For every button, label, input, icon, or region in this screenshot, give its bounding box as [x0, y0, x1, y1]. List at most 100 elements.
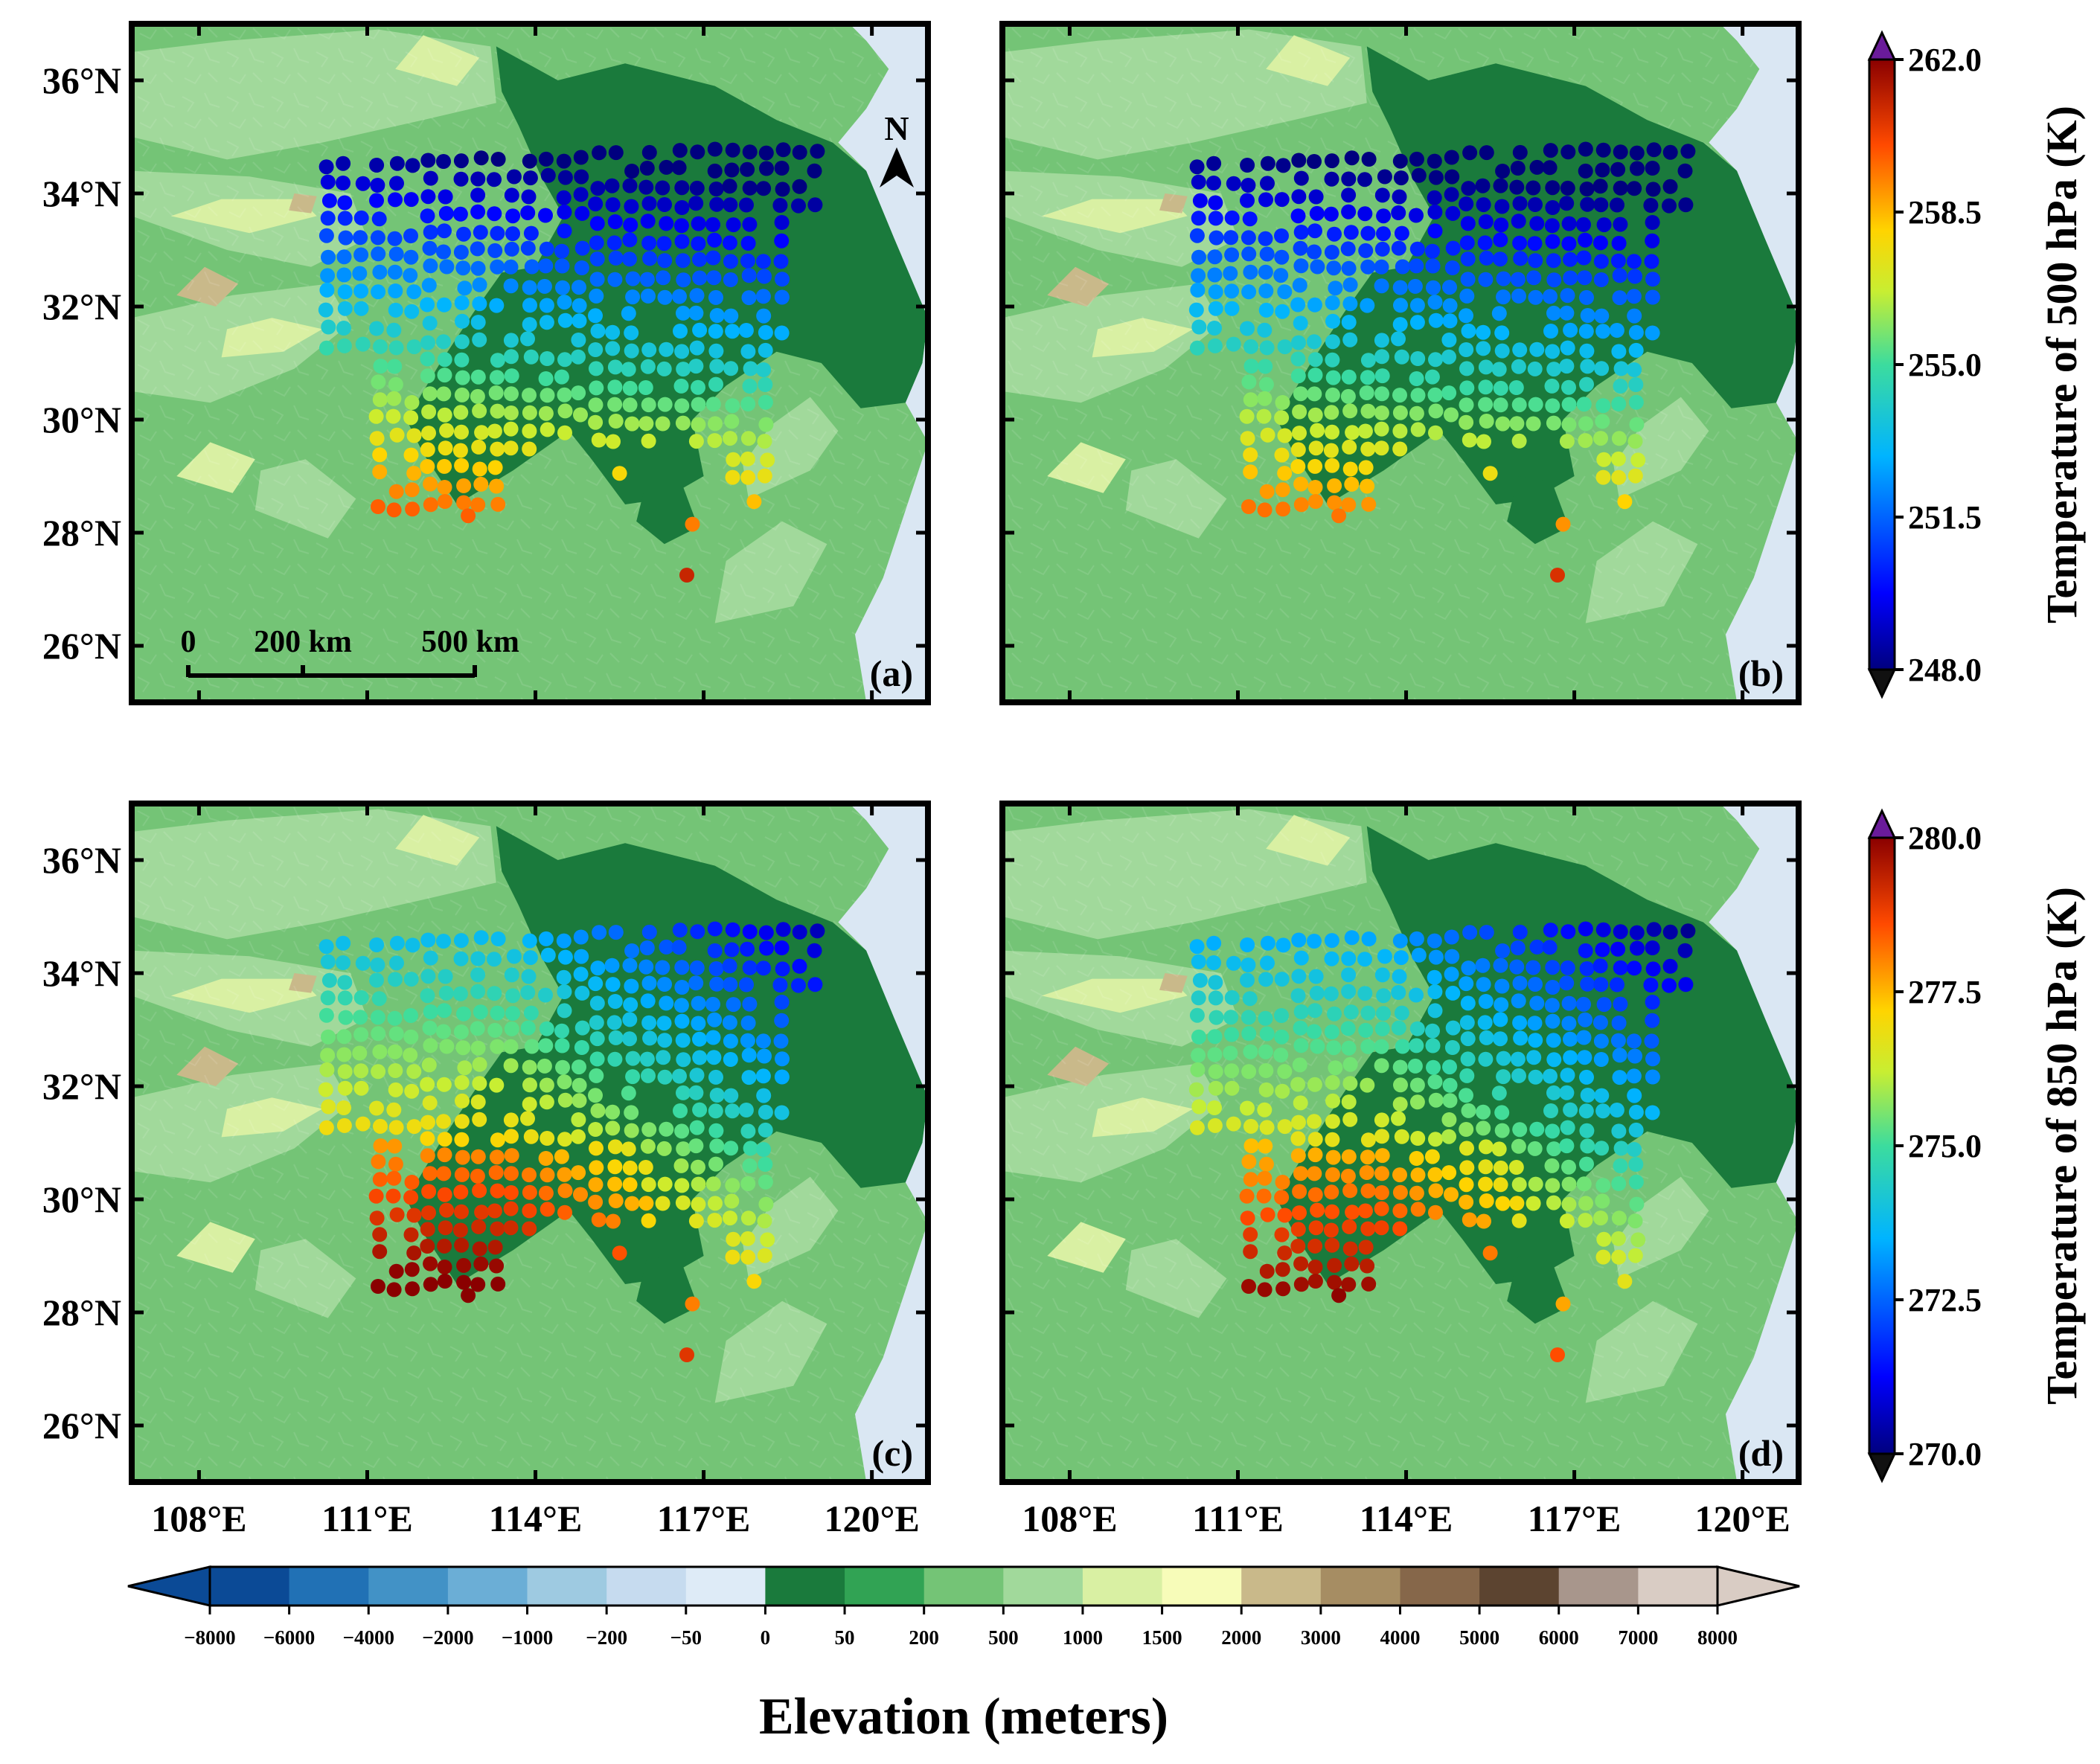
station-point — [1240, 937, 1255, 952]
station-point — [756, 181, 772, 196]
station-point — [1427, 205, 1443, 219]
station-point — [621, 362, 636, 377]
station-point — [422, 240, 438, 256]
station-point — [723, 1033, 738, 1049]
station-point — [387, 1010, 403, 1026]
station-point — [1677, 943, 1693, 958]
station-point — [1512, 196, 1528, 211]
station-point — [1308, 189, 1324, 205]
station-point — [423, 1004, 438, 1019]
station-point — [471, 1219, 487, 1234]
station-point — [1595, 1193, 1610, 1209]
station-point — [557, 312, 573, 328]
station-point — [1374, 333, 1389, 348]
station-markers — [318, 921, 825, 1362]
station-point — [1628, 1174, 1644, 1190]
station-point — [352, 1045, 368, 1061]
station-point — [607, 1051, 623, 1067]
elevation-tick-label: 4000 — [1380, 1626, 1420, 1649]
station-point — [436, 1077, 452, 1092]
station-point — [1409, 258, 1424, 274]
station-point — [470, 260, 486, 276]
station-point — [1343, 1004, 1359, 1020]
station-point — [1495, 1196, 1511, 1211]
station-point — [1208, 211, 1223, 226]
station-point — [540, 167, 556, 183]
station-point — [757, 1213, 772, 1229]
station-point — [723, 1141, 739, 1156]
station-point — [1493, 178, 1508, 193]
station-point — [490, 1276, 506, 1292]
station-point — [452, 1222, 468, 1238]
station-point — [1259, 1026, 1275, 1042]
lon-tick-label: 108°E — [151, 1498, 246, 1539]
station-point — [691, 1196, 706, 1212]
station-point — [1360, 1077, 1375, 1093]
station-point — [1662, 958, 1678, 974]
station-point — [1559, 196, 1575, 211]
station-point — [725, 398, 740, 414]
station-point — [389, 1207, 405, 1222]
station-point — [473, 1004, 488, 1020]
station-point — [1274, 1190, 1290, 1205]
station-point — [1341, 260, 1357, 276]
station-point — [520, 1020, 536, 1036]
station-point — [1627, 1142, 1642, 1157]
station-point — [538, 405, 554, 421]
station-point — [1275, 1262, 1290, 1277]
station-point — [1555, 1296, 1571, 1312]
station-point — [1627, 434, 1643, 449]
station-point — [1609, 323, 1624, 338]
station-point — [336, 1047, 352, 1062]
station-point — [470, 388, 485, 404]
station-point — [1494, 997, 1509, 1013]
lon-tick-label: 114°E — [1360, 1498, 1453, 1539]
station-point — [1392, 153, 1408, 169]
elevation-colorbar-title: Elevation (meters) — [759, 1688, 1168, 1745]
station-point — [1559, 1213, 1575, 1229]
station-point — [1612, 268, 1627, 283]
station-point — [1511, 1213, 1527, 1228]
station-point — [337, 990, 353, 1006]
station-point — [706, 270, 722, 286]
station-point — [1308, 1220, 1324, 1236]
station-point — [1257, 1102, 1273, 1117]
station-point — [470, 1094, 486, 1110]
station-point — [1560, 960, 1575, 975]
station-point — [1459, 397, 1474, 413]
station-point — [1274, 192, 1290, 208]
station-point — [503, 259, 519, 275]
elevation-color-segment — [1638, 1567, 1718, 1606]
station-point — [1374, 368, 1390, 384]
station-point — [807, 943, 822, 958]
station-point — [422, 1166, 438, 1181]
station-point — [1425, 243, 1440, 259]
station-point — [1325, 1114, 1340, 1129]
station-point — [1459, 342, 1474, 357]
station-point — [1611, 469, 1627, 485]
station-point — [1462, 925, 1478, 940]
station-point — [1678, 197, 1694, 213]
station-point — [1307, 1238, 1323, 1254]
station-point — [1273, 268, 1289, 283]
station-point — [657, 253, 673, 269]
station-point — [353, 301, 369, 316]
station-point — [1555, 516, 1571, 532]
station-point — [1376, 988, 1392, 1004]
station-point — [336, 1029, 352, 1045]
station-point — [538, 931, 554, 946]
station-point — [1593, 1210, 1608, 1226]
station-point — [1374, 421, 1389, 437]
elevation-tick-label: −6000 — [263, 1626, 315, 1649]
station-point — [1275, 395, 1290, 410]
station-point — [774, 289, 790, 305]
station-point — [573, 407, 588, 423]
station-point — [421, 426, 436, 441]
station-point — [1595, 1178, 1611, 1193]
station-point — [1493, 1160, 1508, 1176]
station-point — [1477, 235, 1493, 251]
station-point — [1425, 1023, 1440, 1039]
station-point — [336, 955, 350, 970]
station-point — [588, 976, 604, 992]
station-point — [1645, 940, 1660, 955]
